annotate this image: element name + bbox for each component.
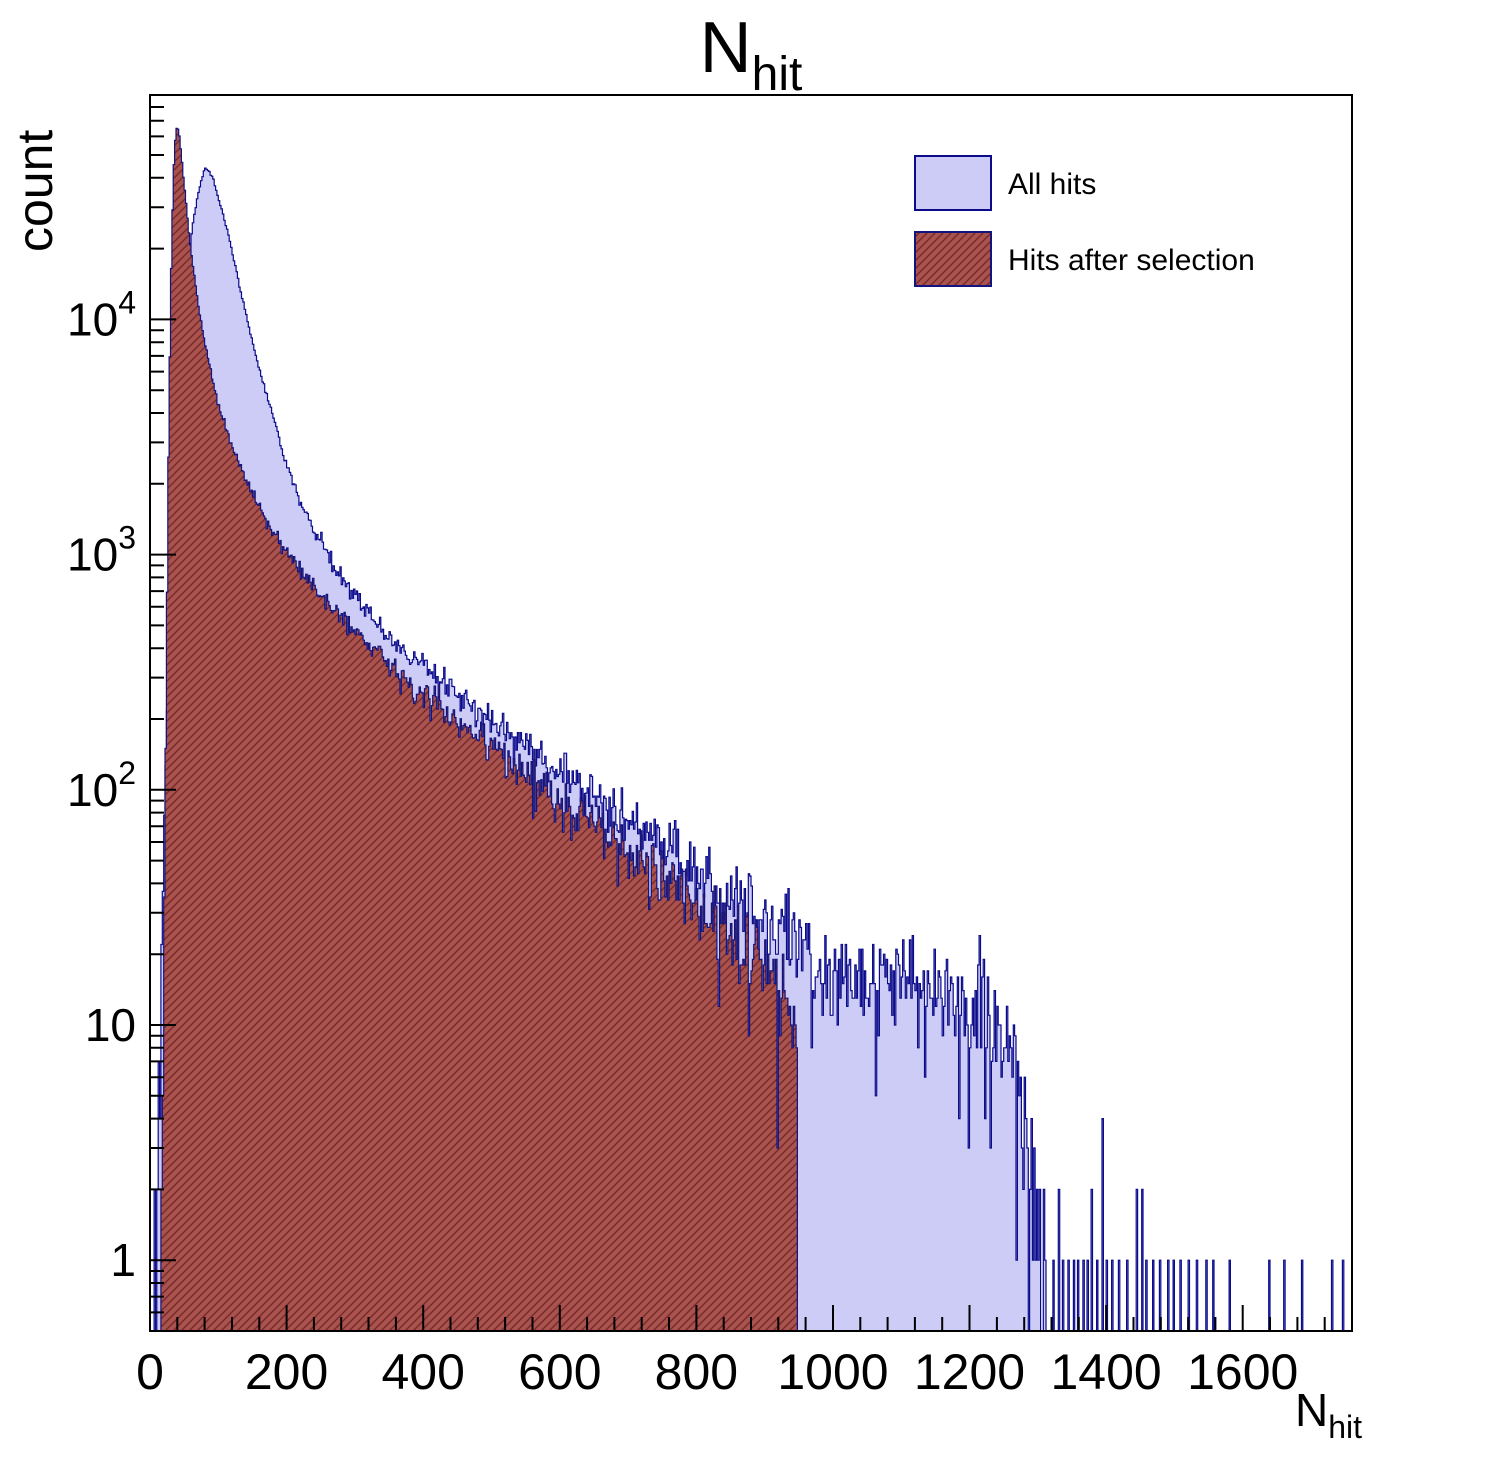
hist-hatch-1 (150, 128, 1352, 1331)
legend-swatch-all-hits (914, 155, 992, 211)
x-tick-label: 1000 (777, 1344, 888, 1400)
legend-label-all-hits: All hits (1008, 168, 1096, 201)
x-tick-label: 1200 (914, 1344, 1025, 1400)
x-tick-label: 400 (381, 1344, 464, 1400)
x-tick-label: 200 (245, 1344, 328, 1400)
x-tick-label: 1600 (1187, 1344, 1298, 1400)
x-tick-label: 0 (136, 1344, 164, 1400)
legend-swatch-selection-hatch (914, 231, 992, 287)
y-tick-label: 104 (67, 284, 136, 345)
y-axis-title: count (7, 130, 63, 252)
axis-ticks (149, 106, 1326, 1331)
x-tick-label: 800 (655, 1344, 738, 1400)
legend: All hits Hits after selection (914, 155, 1255, 287)
histogram-area (150, 127, 1352, 1332)
y-tick-label: 103 (67, 520, 136, 581)
x-tick-label: 600 (518, 1344, 601, 1400)
chart-title: Nhit (700, 8, 803, 101)
legend-label-selection: Hits after selection (1008, 244, 1255, 277)
y-tick-label: 10 (85, 999, 136, 1051)
x-axis-title: Nhit (1295, 1384, 1362, 1445)
y-tick-label: 1 (110, 1234, 136, 1286)
y-tick-label: 102 (67, 755, 136, 816)
x-tick-label: 1400 (1050, 1344, 1161, 1400)
axes: 1 10 102 103 104 0 200 400 600 800 1000 1200 1400 160… (67, 94, 1353, 1400)
